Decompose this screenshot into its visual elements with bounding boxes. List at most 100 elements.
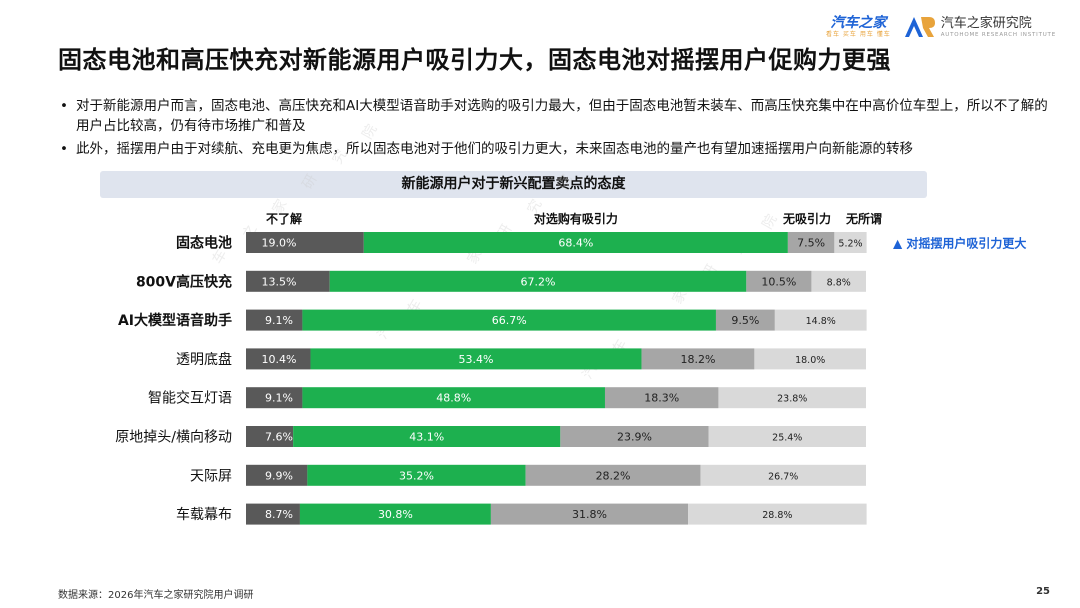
data-label: 53.4%	[459, 353, 494, 366]
research-institute-subtitle: AUTOHOME RESEARCH INSTITUTE	[940, 31, 1056, 38]
bar-segment	[293, 426, 561, 447]
bar-segment	[787, 232, 835, 253]
data-label: 10.4%	[262, 353, 297, 366]
watermark-char: 究	[330, 147, 351, 167]
bar-segment	[246, 503, 300, 525]
category-label: 天际屏	[190, 468, 232, 484]
bar-segment	[246, 309, 303, 331]
data-label: 7.6%	[265, 431, 293, 444]
bar-segment	[560, 426, 709, 447]
data-label: 31.8%	[572, 508, 607, 521]
bar-segment	[700, 464, 866, 486]
ar-logo-icon	[904, 17, 935, 37]
annotation-label: ▲ 对摇摆用户吸引力更大	[893, 236, 1026, 251]
bar-segment	[246, 232, 364, 253]
legend-label: 无所谓	[845, 211, 882, 226]
bar-segment	[718, 387, 866, 409]
data-label: 25.4%	[772, 433, 802, 444]
watermark-char: 院	[360, 122, 381, 142]
bar-segment	[708, 426, 866, 447]
autohome-logo-tagline: 看车 买车 用车 懂车	[826, 31, 891, 38]
data-label: 9.1%	[265, 314, 293, 327]
data-label: 14.8%	[806, 316, 836, 327]
bar-segment	[302, 309, 716, 331]
data-label: 8.7%	[265, 508, 293, 521]
data-label: 48.8%	[436, 392, 471, 405]
bar-segment	[490, 503, 689, 525]
bar-segment	[246, 270, 330, 292]
watermark-char: 研	[300, 172, 321, 192]
data-label: 23.9%	[617, 431, 652, 444]
autohome-logo-text: 汽车之家	[830, 15, 887, 31]
bar-segment	[746, 270, 812, 292]
data-label: 67.2%	[521, 275, 556, 288]
data-label: 18.0%	[795, 355, 825, 366]
data-label: 30.8%	[378, 508, 413, 521]
research-institute-name: 汽车之家研究院	[940, 15, 1032, 31]
bar-segment	[363, 232, 788, 253]
data-label: 66.7%	[492, 314, 527, 327]
bar-segment	[774, 309, 867, 331]
data-label: 68.4%	[558, 237, 593, 250]
category-label: 固态电池	[176, 235, 232, 252]
data-label: 9.1%	[265, 392, 293, 405]
data-label: 10.5%	[761, 275, 796, 288]
data-label: 9.9%	[265, 469, 293, 482]
bar-segment	[834, 232, 867, 253]
data-label: 35.2%	[399, 469, 434, 482]
bar-segment	[246, 464, 308, 486]
data-label: 9.5%	[731, 314, 759, 327]
bar-segment	[302, 387, 605, 409]
chart-header: 新能源用户对于新兴配置卖点的态度	[100, 171, 927, 198]
bar-segment	[525, 464, 701, 486]
bar-segment	[246, 387, 303, 409]
bullet-item: 此外，摇摆用户由于对续航、充电更为焦虑，所以固态电池对于他们的吸引力更大，未来固…	[60, 139, 1060, 159]
category-label: 透明底盘	[176, 351, 232, 368]
legend-label: 不了解	[266, 211, 302, 226]
bar-segment	[715, 309, 775, 331]
bar-segment	[604, 387, 719, 409]
bar-segment	[246, 348, 311, 370]
data-label: 23.8%	[777, 394, 807, 405]
data-label: 28.8%	[762, 510, 792, 521]
research-institute-logo: 汽车之家研究院 AUTOHOME RESEARCH INSTITUTE	[903, 15, 1056, 39]
watermark-char: 院	[555, 172, 576, 192]
data-label: 5.2%	[838, 239, 862, 250]
bar-segment	[307, 464, 526, 486]
page-title: 固态电池和高压快充对新能源用户吸引力大，固态电池对摇摆用户促购力更强	[58, 46, 891, 74]
bar-segment	[329, 270, 747, 292]
bullet-item: 对于新能源用户而言，固态电池、高压快充和AI大模型语音助手对选购的吸引力最大，但…	[60, 96, 1060, 136]
watermark-char: 院	[760, 212, 781, 232]
bullet-list: 对于新能源用户而言，固态电池、高压快充和AI大模型语音助手对选购的吸引力最大，但…	[60, 96, 1060, 162]
bar-segment	[811, 270, 866, 292]
autohome-logo: 汽车之家 看车 买车 用车 懂车	[826, 15, 891, 39]
data-label: 19.0%	[262, 237, 297, 250]
legend-label: 对选购有吸引力	[534, 211, 618, 226]
bar-segment	[754, 348, 866, 370]
category-label: 智能交互灯语	[148, 390, 232, 407]
category-label: 车载幕布	[176, 506, 232, 523]
data-source: 数据来源：2026年汽车之家研究院用户调研	[58, 590, 254, 601]
watermark-char: 汽	[180, 272, 201, 292]
data-label: 13.5%	[262, 275, 297, 288]
category-label: 原地掉头/横向移动	[115, 430, 232, 446]
page-number: 25	[1036, 586, 1050, 597]
bar-segment	[246, 426, 294, 447]
category-label: 800V高压快充	[136, 273, 232, 290]
bar-segment	[688, 503, 867, 525]
data-label: 8.8%	[827, 277, 851, 288]
category-label: AI大模型语音助手	[118, 312, 232, 329]
data-label: 18.3%	[644, 392, 679, 405]
data-label: 26.7%	[768, 471, 798, 482]
data-label: 18.2%	[681, 353, 716, 366]
bar-segment	[641, 348, 755, 370]
bar-segment	[299, 503, 491, 525]
header-logos: 汽车之家 看车 买车 用车 懂车 汽车之家研究院 AUTOHOME RESEAR…	[826, 10, 1056, 44]
data-label: 28.2%	[596, 469, 631, 482]
legend-label: 无吸引力	[782, 211, 831, 226]
bar-segment	[310, 348, 642, 370]
data-label: 7.5%	[797, 237, 825, 250]
data-label: 43.1%	[409, 431, 444, 444]
watermark-char: 究	[525, 197, 546, 217]
